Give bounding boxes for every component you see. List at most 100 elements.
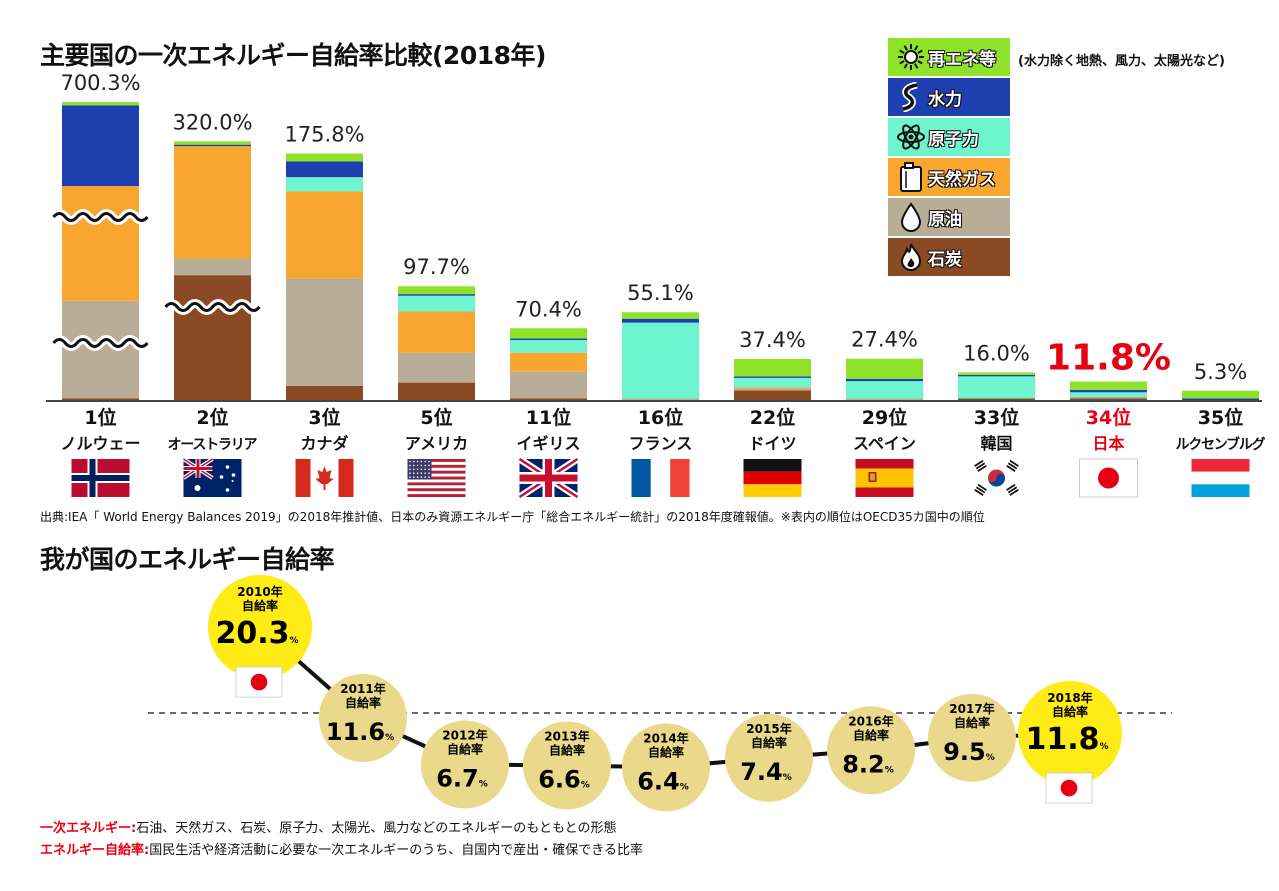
definition-primary-energy: 一次エネルギー:石油、天然ガス、石炭、原子力、太陽光、風力などのエネルギーのもと… [40, 818, 643, 840]
usa-flag-icon [407, 459, 466, 498]
value-label: 6.6% [538, 765, 590, 793]
definition-text: 国民生活や経済活動に必要な一次エネルギーのうち、自国内で産出・確保できる比率 [149, 843, 643, 858]
bar-segment-天然ガス [174, 146, 251, 259]
rate-label: 自給率 [853, 727, 889, 742]
bar-segment-原子力 [286, 177, 363, 192]
korea-flag-icon [967, 459, 1026, 497]
legend-item: 原子力 [888, 118, 1010, 156]
year-label: 2011年 [340, 681, 385, 696]
section-title: 我が国のエネルギー自給率 [40, 545, 335, 574]
bar-segment-水力 [286, 161, 363, 178]
definition-term: エネルギー自給率: [40, 843, 150, 858]
country-label: カナダ [300, 434, 348, 453]
legend-label: 天然ガス [928, 169, 996, 190]
bar-segment-水力 [510, 338, 587, 341]
rate-label: 自給率 [751, 735, 787, 750]
bar-segment-原油 [622, 398, 699, 400]
data-circle [319, 673, 407, 762]
legend-item: 原油 [888, 198, 1010, 236]
bar-segment-再エネ等 [1070, 381, 1147, 390]
value-label: 16.0% [963, 341, 1030, 365]
rate-label: 自給率 [1052, 704, 1088, 719]
value-label: 7.4% [740, 758, 792, 786]
bar-segment-水力 [734, 376, 811, 378]
australia-flag-icon [182, 457, 242, 497]
bar-segment-原油 [846, 398, 923, 400]
stacked-bars: 700.3% 320.0% 175.8% 97.7% 70.4% 55.1% 37.4% 27… [50, 71, 1259, 400]
chart-title: 主要国の一次エネルギー自給率比較(2018年) [40, 41, 546, 70]
value-label: 5.3% [1194, 360, 1247, 384]
definition-term: 一次エネルギー: [40, 821, 137, 836]
bar-segment-石炭 [1070, 398, 1147, 400]
bar-segment-原子力 [958, 376, 1035, 399]
bar-segment-再エネ等 [846, 358, 923, 379]
bar-segment-原子力 [622, 322, 699, 399]
value-label: 8.2% [842, 750, 894, 778]
data-circle [523, 721, 611, 810]
bar-segment-原油 [286, 278, 363, 386]
water-icon [894, 80, 928, 114]
value-label: 11.8% [1046, 338, 1171, 379]
bar-segment-再エネ等 [622, 312, 699, 319]
canada-flag-icon [295, 459, 354, 497]
country-label: ノルウェー [60, 434, 140, 453]
bar-オーストラリア [174, 141, 251, 400]
bar-segment-再エネ等 [1182, 390, 1259, 399]
rank-label: 22位 [750, 406, 795, 429]
atom-icon [894, 120, 928, 154]
bar-イギリス [510, 328, 587, 400]
bar-segment-原子力 [846, 381, 923, 399]
data-circle [421, 720, 509, 809]
sun-icon [894, 40, 928, 74]
bar-segment-水力 [846, 378, 923, 382]
legend-item: 天然ガス [888, 158, 1010, 196]
axis-break-mark [52, 212, 149, 222]
bar-segment-石炭 [62, 398, 139, 400]
japan-flag-icon [1045, 772, 1093, 804]
bar-segment-水力 [174, 144, 251, 147]
bar-ノルウェー [62, 101, 139, 400]
definitions: 一次エネルギー:石油、天然ガス、石炭、原子力、太陽光、風力などのエネルギーのもと… [40, 818, 643, 862]
rank-label: 29位 [862, 406, 907, 429]
bar-segment-水力 [1070, 389, 1147, 393]
rate-label: 自給率 [954, 715, 990, 730]
bar-フランス [622, 312, 699, 400]
year-label: 2016年 [848, 713, 893, 728]
year-label: 2015年 [746, 721, 791, 736]
bar-segment-天然ガス [398, 311, 475, 353]
legend-label: 原油 [928, 209, 962, 230]
bar-日本 [1070, 381, 1147, 400]
legend-note: (水力除く地熱、風力、太陽光など) [1018, 54, 1225, 69]
country-label: イギリス [516, 434, 580, 453]
value-label: 70.4% [515, 297, 582, 321]
bar-segment-再エネ等 [62, 101, 139, 106]
value-label: 27.4% [851, 328, 918, 352]
rate-label: 自給率 [447, 742, 483, 757]
bar-segment-再エネ等 [174, 141, 251, 145]
bar-segment-原子力 [510, 340, 587, 353]
bar-segment-石炭 [510, 398, 587, 400]
year-label: 2012年 [442, 728, 487, 743]
bar-segment-天然ガス [510, 352, 587, 372]
bar-ドイツ [734, 359, 811, 400]
rank-label: 5位 [420, 406, 452, 429]
oil-drop-icon [894, 200, 928, 234]
legend-label: 原子力 [928, 129, 979, 150]
bar-segment-原油 [510, 371, 587, 399]
bar-segment-原油 [398, 352, 475, 383]
rate-label: 自給率 [648, 744, 684, 759]
legend-label: 再エネ等 [928, 49, 996, 70]
definition-self-sufficiency: エネルギー自給率:国民生活や経済活動に必要な一次エネルギーのうち、自国内で産出・… [40, 840, 643, 862]
country-label: ルクセンブルグ [1176, 436, 1266, 453]
bar-segment-石炭 [174, 275, 251, 400]
rate-label: 自給率 [345, 695, 381, 710]
rank-label: 2位 [196, 406, 228, 429]
bar-segment-原油 [1070, 397, 1147, 399]
year-label: 2010年 [237, 584, 282, 599]
data-circle [208, 575, 312, 679]
bar-segment-水力 [958, 374, 1035, 377]
